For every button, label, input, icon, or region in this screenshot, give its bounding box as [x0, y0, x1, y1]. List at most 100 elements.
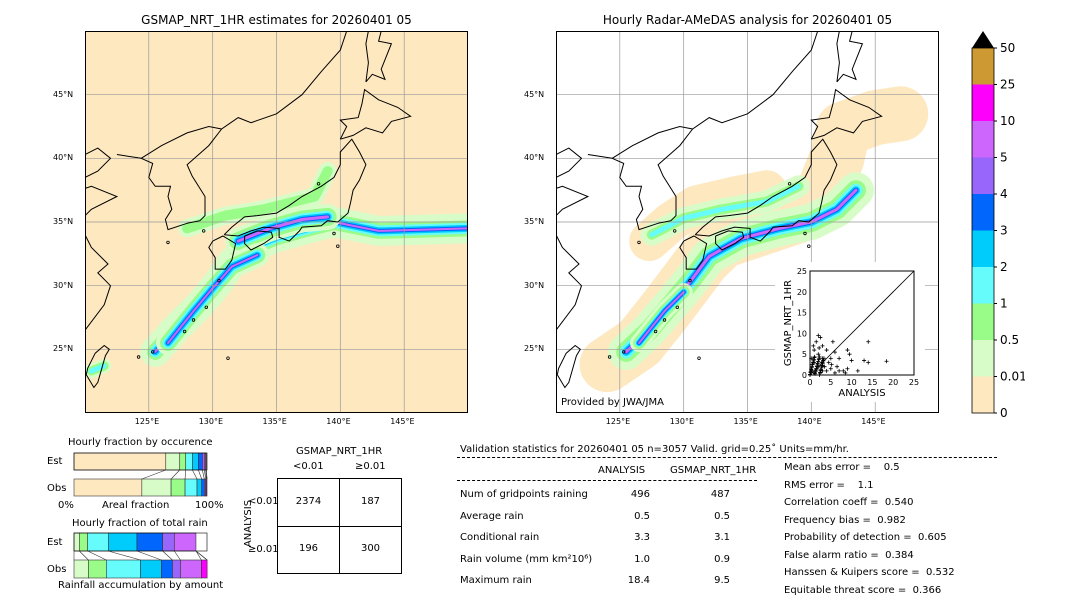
colorbar-segment	[972, 267, 994, 304]
scatter-point	[811, 357, 816, 362]
island	[662, 318, 667, 322]
coastline-china2	[116, 154, 142, 159]
x-tick-label: 10	[847, 378, 857, 387]
colorbar-segment	[972, 121, 994, 158]
est-label: Est	[47, 456, 63, 467]
scatter-point	[809, 364, 814, 369]
coastline-hokkaido	[810, 88, 883, 140]
scatter-point	[814, 339, 819, 344]
cell-hit: 300	[360, 543, 381, 554]
colorbar-label: 4	[1000, 187, 1008, 201]
stat-row-label: Conditional rain	[460, 532, 540, 543]
island	[621, 350, 626, 354]
lon-tick-label: 140°E	[326, 417, 351, 426]
coastline-shikoku	[244, 230, 274, 251]
colorbar-segment	[972, 340, 994, 377]
island	[217, 278, 221, 283]
coastline-korea	[140, 125, 223, 231]
scatter-point	[820, 343, 825, 348]
scatter-point	[813, 369, 818, 374]
x-tick-label: 20	[888, 378, 898, 387]
scatter-point	[824, 368, 829, 373]
scatter-point	[828, 356, 833, 361]
occurrence-bar-connector	[205, 469, 207, 480]
total-rain-bar-connector	[108, 550, 141, 561]
scatter-point	[855, 368, 860, 373]
scatter-point	[837, 356, 842, 361]
y-tick-label: 15	[797, 309, 807, 318]
x-axis-label: ANALYSIS	[838, 388, 885, 399]
occurrence-bar-segment	[165, 452, 181, 471]
right-map-title: Hourly Radar-AMeDAS analysis for 2026040…	[602, 13, 893, 27]
total-rain-bar-segment	[136, 532, 163, 552]
colorbar-segment	[972, 48, 994, 85]
score-line: Hanssen & Kuipers score = 0.532	[784, 567, 955, 578]
island	[201, 229, 206, 233]
occurrence-bar-segment	[184, 478, 198, 497]
coastline-china2	[587, 154, 613, 159]
scatter-point	[816, 359, 821, 364]
scatter-point	[809, 367, 814, 372]
colorbar-segment	[972, 194, 994, 231]
island	[803, 231, 807, 236]
colorbar-label: 0	[1000, 406, 1008, 420]
col-gsmap: GSMAP_NRT_1HR	[670, 465, 757, 476]
lat-tick-label: 45°N	[524, 89, 545, 99]
scatter-point	[826, 360, 831, 365]
total-rain-bar-connector	[195, 550, 208, 561]
colorbar-segment	[972, 230, 994, 267]
scatter-point	[816, 356, 821, 361]
rain-area	[649, 183, 802, 238]
lat-tick-label: 40°N	[524, 153, 545, 163]
scatter-point	[849, 358, 854, 363]
island	[688, 278, 692, 283]
lat-tick-label: 35°N	[53, 217, 74, 226]
lon-tick-label: 130°E	[198, 417, 224, 426]
scatter-point	[822, 364, 827, 369]
scatter-point	[845, 366, 850, 371]
scatter-point	[843, 370, 848, 375]
cell-fa: 187	[360, 496, 381, 507]
occurrence-bar-connector	[198, 469, 202, 480]
total-rain-bar-segment	[73, 532, 80, 552]
colorbar-label: 10	[1000, 114, 1015, 128]
obs-label-2: Obs	[47, 564, 67, 575]
island	[316, 182, 321, 186]
occurrence-bar-segment	[179, 452, 187, 471]
rain-area	[638, 291, 685, 344]
occurrence-bar-segment	[198, 452, 203, 471]
col-analysis: ANALYSIS	[598, 465, 646, 476]
scatter-point	[811, 343, 816, 348]
coastline-russia	[221, 31, 348, 130]
island	[637, 240, 641, 245]
score-line: Probability of detection = 0.605	[784, 532, 947, 543]
island	[697, 356, 701, 360]
lat-tick-label: 35°N	[524, 217, 545, 226]
colorbar-extend-triangle	[972, 31, 994, 48]
total-rain-bar-segment	[87, 532, 109, 552]
lon-tick-label: 130°E	[669, 417, 695, 426]
y-tick-label: 10	[797, 329, 807, 338]
scatter-point	[884, 359, 889, 364]
score-line: Correlation coeff = 0.540	[784, 497, 914, 508]
lon-tick-label: 135°E	[262, 417, 287, 426]
y-tick-label: 0	[802, 371, 807, 380]
colorbar-segment	[972, 84, 994, 121]
occurrence-bar-segment	[73, 478, 143, 497]
total-rain-bar-segment	[201, 559, 208, 579]
coastline-honshu	[223, 138, 367, 242]
island	[787, 182, 792, 186]
scatter-point	[814, 363, 819, 368]
score-line: Mean abs error = 0.5	[784, 462, 900, 473]
x-tick-label: 0	[807, 378, 812, 387]
lat-tick-label: 25°N	[53, 344, 74, 354]
island	[653, 329, 658, 334]
occurrence-bar-segment	[206, 478, 208, 497]
coastline-kyushu	[679, 235, 708, 270]
stat-gsmap-value: 487	[710, 489, 730, 500]
island	[607, 355, 612, 359]
stat-analysis-value: 3.3	[634, 532, 650, 543]
scatter-point	[824, 348, 829, 353]
island	[332, 231, 336, 236]
